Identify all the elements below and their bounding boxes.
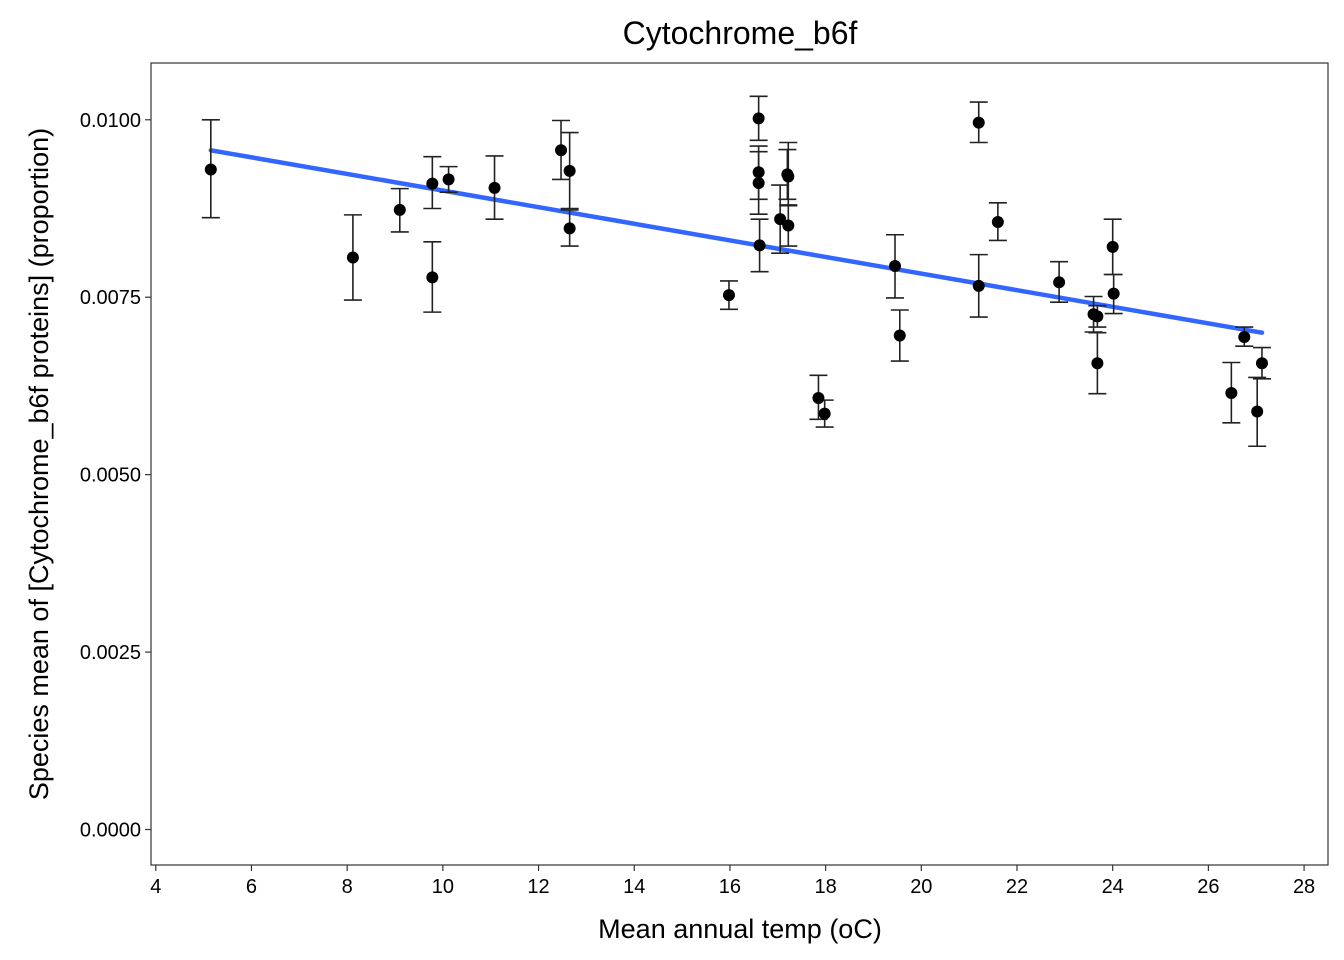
x-tick-label: 18	[814, 876, 836, 898]
y-tick-label: 0.0050	[80, 465, 141, 487]
data-point	[753, 239, 766, 252]
data-point	[1091, 357, 1104, 370]
trend-line	[208, 148, 1265, 335]
chart-title: Cytochrome_b6f	[623, 15, 858, 51]
x-tick-label: 24	[1102, 876, 1124, 898]
x-tick-label: 14	[623, 876, 645, 898]
data-point	[1106, 240, 1119, 253]
data-point	[722, 289, 735, 302]
data-point	[782, 219, 795, 232]
data-point	[888, 259, 901, 272]
data-point	[204, 163, 217, 176]
x-tick-label: 20	[910, 876, 932, 898]
x-axis-label: Mean annual temp (oC)	[598, 914, 882, 944]
data-point	[812, 391, 825, 404]
x-tick-label: 10	[432, 876, 454, 898]
plot-panel	[150, 62, 1329, 866]
trend-line-group	[208, 148, 1265, 335]
data-point	[774, 213, 787, 226]
data-point	[426, 271, 439, 284]
y-axis-label: Species mean of [Cytochrome_b6f proteins…	[24, 128, 54, 800]
error-bars	[201, 95, 1271, 448]
data-point	[752, 166, 765, 179]
y-tick-label: 0.0025	[80, 642, 141, 664]
data-point	[972, 279, 985, 292]
data-point	[563, 164, 576, 177]
x-tick-label: 4	[150, 876, 161, 898]
data-point	[488, 181, 501, 194]
data-points	[204, 112, 1268, 420]
data-point	[442, 173, 455, 186]
y-tick-label: 0.0100	[80, 110, 141, 132]
data-point	[346, 251, 359, 264]
x-tick-label: 28	[1293, 876, 1315, 898]
data-point	[1251, 405, 1264, 418]
x-tick-label: 6	[246, 876, 257, 898]
data-point	[426, 177, 439, 190]
y-axis: 0.0000 0.0025 0.0050 0.0075 0.0100	[80, 110, 151, 842]
data-point	[563, 222, 576, 235]
data-point	[972, 116, 985, 129]
data-point	[1255, 357, 1268, 370]
x-axis: 4 6 8 10 12 14 16 18 20 22 24 26 28	[150, 865, 1315, 898]
data-point	[1091, 310, 1104, 323]
data-point	[818, 407, 831, 420]
data-point	[752, 176, 765, 189]
x-tick-label: 8	[342, 876, 353, 898]
x-tick-label: 12	[527, 876, 549, 898]
data-point	[893, 329, 906, 342]
x-tick-label: 22	[1006, 876, 1028, 898]
x-tick-label: 16	[719, 876, 741, 898]
data-point	[1107, 287, 1120, 300]
y-tick-label: 0.0000	[80, 820, 141, 842]
data-point	[555, 144, 568, 157]
data-point	[1053, 276, 1066, 289]
data-point	[1225, 387, 1238, 400]
data-point	[752, 112, 765, 125]
data-point	[393, 203, 406, 216]
data-point	[782, 170, 795, 183]
data-point	[1238, 330, 1251, 343]
data-point	[991, 215, 1004, 228]
x-tick-label: 26	[1197, 876, 1219, 898]
y-tick-label: 0.0075	[80, 287, 141, 309]
